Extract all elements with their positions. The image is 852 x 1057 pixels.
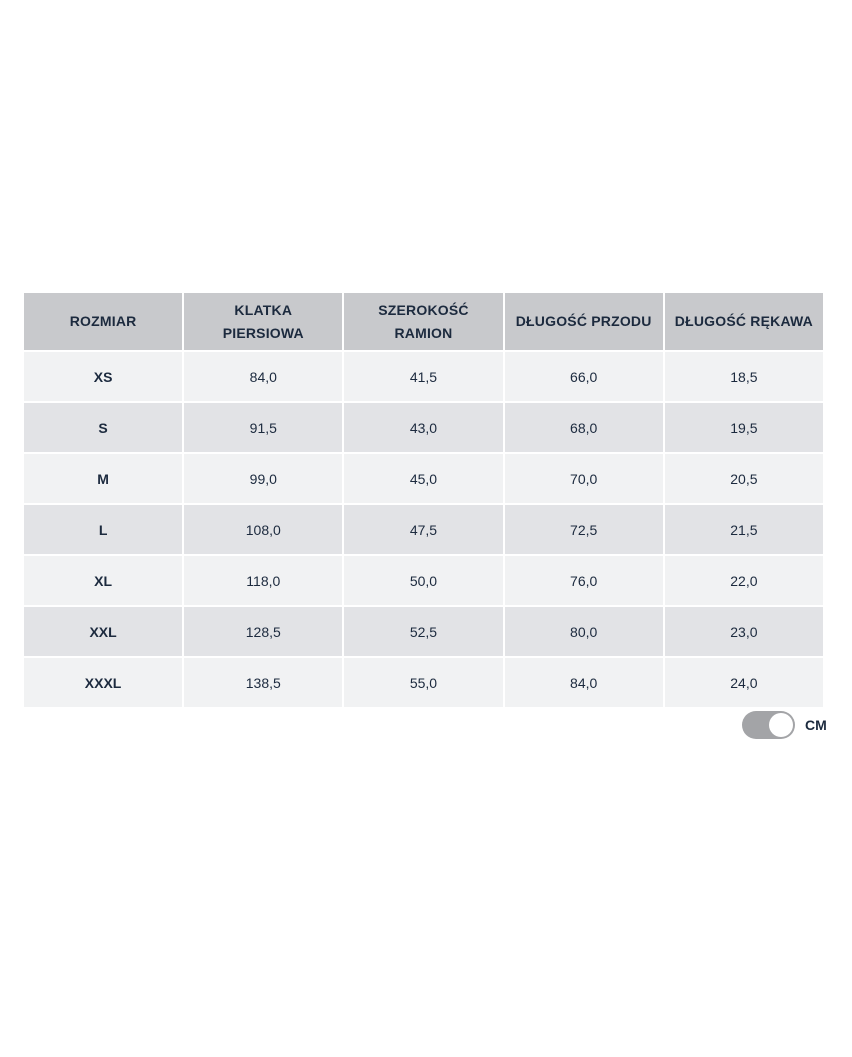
unit-toggle[interactable] bbox=[742, 711, 795, 739]
value-cell: 20,5 bbox=[664, 454, 823, 503]
size-cell: S bbox=[24, 403, 183, 452]
table-row: XXXL 138,5 55,0 84,0 24,0 bbox=[24, 658, 823, 707]
size-cell: XL bbox=[24, 556, 183, 605]
value-cell: 80,0 bbox=[504, 607, 663, 656]
header-row: ROZMIAR KLATKA PIERSIOWA SZEROKOŚĆ RAMION D… bbox=[24, 293, 823, 350]
table-row: S 91,5 43,0 68,0 19,5 bbox=[24, 403, 823, 452]
column-header: DŁUGOŚĆ PRZODU bbox=[504, 293, 663, 350]
value-cell: 128,5 bbox=[184, 607, 343, 656]
table-row: XL 118,0 50,0 76,0 22,0 bbox=[24, 556, 823, 605]
value-cell: 55,0 bbox=[344, 658, 503, 707]
value-cell: 118,0 bbox=[184, 556, 343, 605]
table-row: L 108,0 47,5 72,5 21,5 bbox=[24, 505, 823, 554]
value-cell: 45,0 bbox=[344, 454, 503, 503]
value-cell: 19,5 bbox=[664, 403, 823, 452]
column-header: KLATKA PIERSIOWA bbox=[184, 293, 343, 350]
value-cell: 91,5 bbox=[184, 403, 343, 452]
column-header: ROZMIAR bbox=[24, 293, 183, 350]
size-cell: XXXL bbox=[24, 658, 183, 707]
column-header: DŁUGOŚĆ RĘKAWA bbox=[664, 293, 823, 350]
value-cell: 50,0 bbox=[344, 556, 503, 605]
value-cell: 99,0 bbox=[184, 454, 343, 503]
value-cell: 84,0 bbox=[504, 658, 663, 707]
value-cell: 18,5 bbox=[664, 352, 823, 401]
table-row: XXL 128,5 52,5 80,0 23,0 bbox=[24, 607, 823, 656]
size-chart-table: ROZMIAR KLATKA PIERSIOWA SZEROKOŚĆ RAMION D… bbox=[22, 291, 825, 709]
size-cell: XXL bbox=[24, 607, 183, 656]
value-cell: 84,0 bbox=[184, 352, 343, 401]
unit-switch: CM bbox=[742, 711, 827, 739]
value-cell: 23,0 bbox=[664, 607, 823, 656]
value-cell: 76,0 bbox=[504, 556, 663, 605]
value-cell: 41,5 bbox=[344, 352, 503, 401]
value-cell: 52,5 bbox=[344, 607, 503, 656]
size-cell: XS bbox=[24, 352, 183, 401]
toggle-knob bbox=[769, 713, 793, 737]
value-cell: 138,5 bbox=[184, 658, 343, 707]
size-cell: M bbox=[24, 454, 183, 503]
value-cell: 21,5 bbox=[664, 505, 823, 554]
unit-label: CM bbox=[805, 717, 827, 733]
column-header: SZEROKOŚĆ RAMION bbox=[344, 293, 503, 350]
value-cell: 70,0 bbox=[504, 454, 663, 503]
value-cell: 108,0 bbox=[184, 505, 343, 554]
table-row: M 99,0 45,0 70,0 20,5 bbox=[24, 454, 823, 503]
value-cell: 47,5 bbox=[344, 505, 503, 554]
size-cell: L bbox=[24, 505, 183, 554]
value-cell: 43,0 bbox=[344, 403, 503, 452]
value-cell: 68,0 bbox=[504, 403, 663, 452]
value-cell: 72,5 bbox=[504, 505, 663, 554]
value-cell: 24,0 bbox=[664, 658, 823, 707]
value-cell: 22,0 bbox=[664, 556, 823, 605]
table-row: XS 84,0 41,5 66,0 18,5 bbox=[24, 352, 823, 401]
value-cell: 66,0 bbox=[504, 352, 663, 401]
